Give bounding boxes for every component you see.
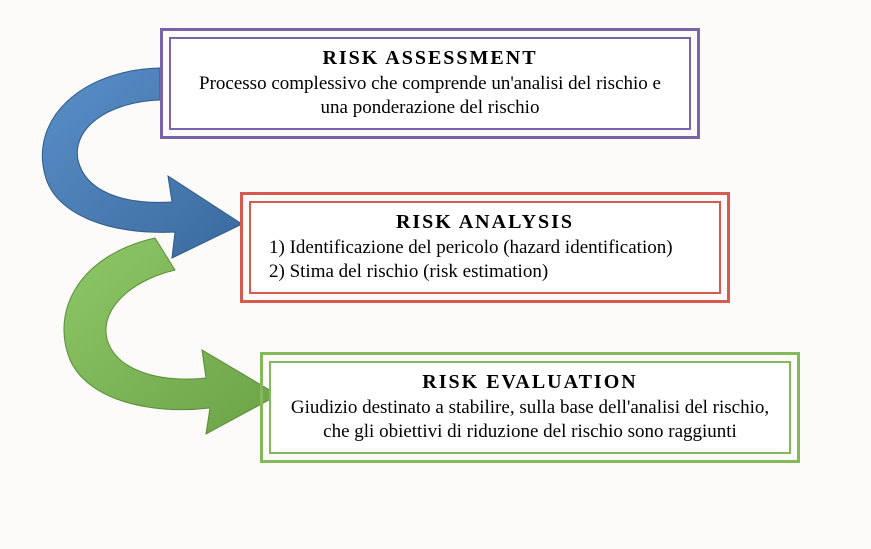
- risk-evaluation-body: Giudizio destinato a stabilire, sulla ba…: [289, 396, 771, 444]
- risk-assessment-title: RISK ASSESSMENT: [189, 47, 671, 70]
- risk-assessment-body: Processo complessivo che comprende un'an…: [189, 72, 671, 120]
- risk-analysis-body: 1) Identificazione del pericolo (hazard …: [269, 236, 701, 284]
- risk-analysis-title: RISK ANALYSIS: [269, 211, 701, 234]
- risk-assessment-box: RISK ASSESSMENT Processo complessivo che…: [160, 28, 700, 139]
- risk-evaluation-box: RISK EVALUATION Giudizio destinato a sta…: [260, 352, 800, 463]
- risk-analysis-box: RISK ANALYSIS 1) Identificazione del per…: [240, 192, 730, 303]
- risk-evaluation-title: RISK EVALUATION: [289, 371, 771, 394]
